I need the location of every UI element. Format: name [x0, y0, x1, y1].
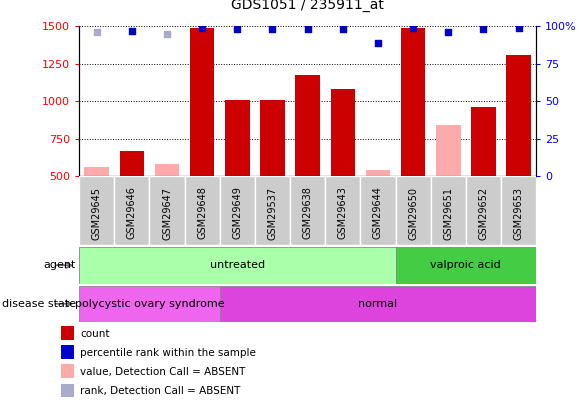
Bar — [114, 176, 149, 245]
Text: GSM29649: GSM29649 — [232, 186, 243, 239]
Bar — [61, 384, 74, 397]
Text: GSM29652: GSM29652 — [478, 186, 489, 240]
Bar — [61, 326, 74, 340]
Point — [303, 26, 312, 32]
Text: GSM29650: GSM29650 — [408, 186, 418, 239]
Bar — [79, 176, 114, 245]
Bar — [436, 125, 461, 176]
Text: normal: normal — [359, 299, 397, 309]
Point — [514, 25, 523, 31]
Bar — [84, 167, 109, 176]
Bar — [360, 176, 396, 245]
Text: disease state: disease state — [2, 299, 76, 309]
Bar — [255, 176, 290, 245]
Text: polycystic ovary syndrome: polycystic ovary syndrome — [74, 299, 224, 309]
Text: GSM29651: GSM29651 — [443, 186, 454, 239]
Point — [338, 26, 347, 32]
Bar — [396, 176, 431, 245]
Bar — [61, 364, 74, 378]
Bar — [260, 100, 285, 176]
Text: GSM29643: GSM29643 — [338, 186, 348, 239]
Point — [408, 25, 418, 31]
Point — [127, 28, 137, 34]
Text: GSM29644: GSM29644 — [373, 186, 383, 239]
Point — [197, 25, 207, 31]
Bar — [396, 247, 536, 284]
Point — [373, 40, 383, 46]
Bar — [225, 100, 250, 176]
Point — [162, 31, 172, 37]
Bar — [149, 176, 185, 245]
Bar — [401, 28, 425, 176]
Text: count: count — [80, 328, 110, 339]
Text: GSM29638: GSM29638 — [302, 186, 313, 239]
Bar — [79, 247, 396, 284]
Bar — [366, 170, 390, 176]
Text: GSM29646: GSM29646 — [127, 186, 137, 239]
Bar — [331, 89, 355, 176]
Bar — [501, 176, 536, 245]
Text: agent: agent — [44, 260, 76, 270]
Bar — [79, 286, 220, 322]
Bar — [190, 28, 214, 176]
Point — [92, 29, 101, 36]
Bar — [466, 176, 501, 245]
Bar — [220, 176, 255, 245]
Bar — [290, 176, 325, 245]
Text: rank, Detection Call = ABSENT: rank, Detection Call = ABSENT — [80, 386, 240, 396]
Bar — [506, 55, 531, 176]
Text: GSM29653: GSM29653 — [513, 186, 524, 239]
Text: GSM29645: GSM29645 — [91, 186, 102, 239]
Text: GSM29537: GSM29537 — [267, 186, 278, 240]
Bar — [220, 286, 536, 322]
Text: GSM29648: GSM29648 — [197, 186, 207, 239]
Point — [268, 26, 277, 32]
Bar — [295, 75, 320, 176]
Text: value, Detection Call = ABSENT: value, Detection Call = ABSENT — [80, 367, 246, 377]
Point — [444, 29, 453, 36]
Bar — [471, 107, 496, 176]
Bar — [325, 176, 360, 245]
Text: GSM29647: GSM29647 — [162, 186, 172, 239]
Bar — [155, 164, 179, 176]
Bar — [185, 176, 220, 245]
Text: untreated: untreated — [210, 260, 265, 270]
Bar — [61, 345, 74, 359]
Point — [233, 26, 242, 32]
Text: percentile rank within the sample: percentile rank within the sample — [80, 348, 256, 358]
Point — [479, 26, 488, 32]
Text: GDS1051 / 235911_at: GDS1051 / 235911_at — [231, 0, 384, 12]
Bar — [431, 176, 466, 245]
Bar — [120, 151, 144, 176]
Text: valproic acid: valproic acid — [431, 260, 501, 270]
